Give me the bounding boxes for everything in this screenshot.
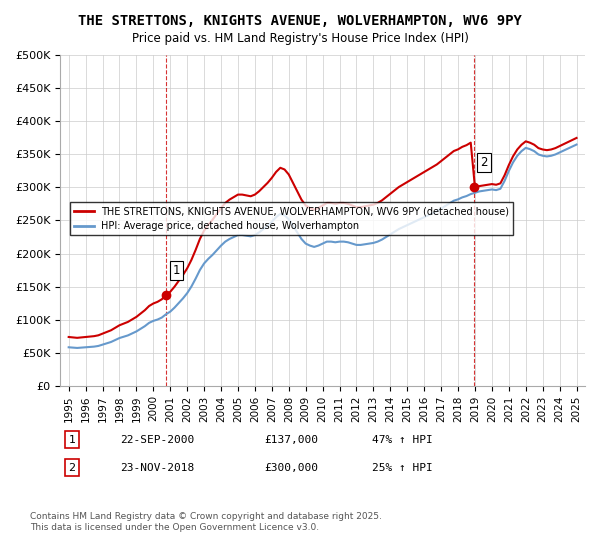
Text: 2: 2 [481,156,488,169]
Text: 1: 1 [173,264,180,277]
Text: THE STRETTONS, KNIGHTS AVENUE, WOLVERHAMPTON, WV6 9PY: THE STRETTONS, KNIGHTS AVENUE, WOLVERHAM… [78,14,522,28]
Text: 22-SEP-2000: 22-SEP-2000 [120,435,194,445]
Text: 47% ↑ HPI: 47% ↑ HPI [372,435,433,445]
Text: 1: 1 [68,435,76,445]
Text: Contains HM Land Registry data © Crown copyright and database right 2025.
This d: Contains HM Land Registry data © Crown c… [30,512,382,532]
Text: 25% ↑ HPI: 25% ↑ HPI [372,463,433,473]
Text: Price paid vs. HM Land Registry's House Price Index (HPI): Price paid vs. HM Land Registry's House … [131,32,469,45]
Text: £300,000: £300,000 [264,463,318,473]
Legend: THE STRETTONS, KNIGHTS AVENUE, WOLVERHAMPTON, WV6 9PY (detached house), HPI: Ave: THE STRETTONS, KNIGHTS AVENUE, WOLVERHAM… [70,202,514,235]
Text: 23-NOV-2018: 23-NOV-2018 [120,463,194,473]
Text: 2: 2 [68,463,76,473]
Text: £137,000: £137,000 [264,435,318,445]
